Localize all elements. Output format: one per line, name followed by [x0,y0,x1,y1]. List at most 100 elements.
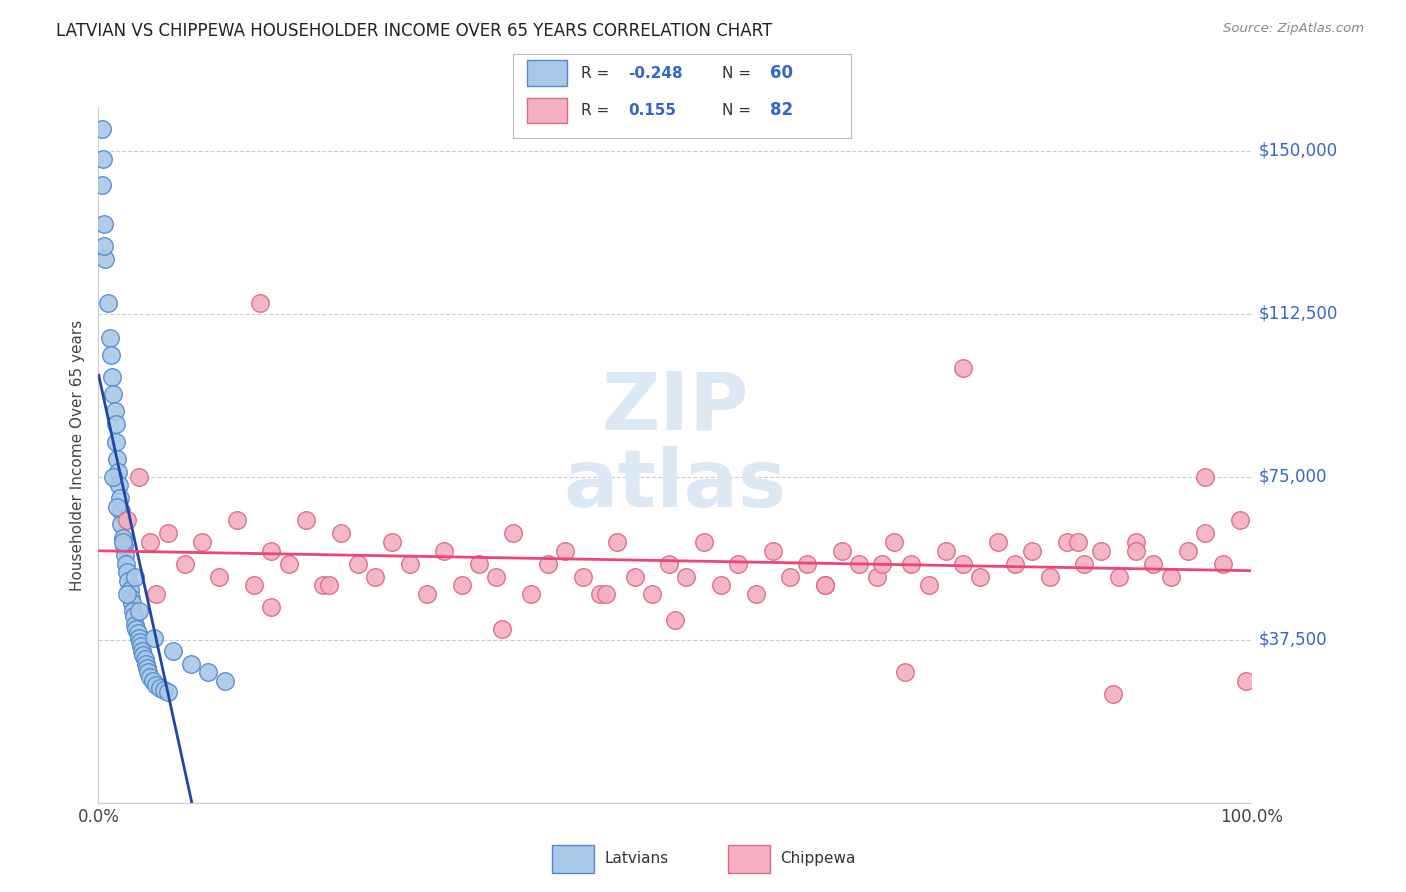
Point [710,578,733,592]
Text: 82: 82 [769,102,793,120]
Point [675,570,697,584]
Point [104,417,127,432]
Point [900,557,922,571]
Point [191,535,214,549]
Point [468,557,491,571]
Point [814,578,837,592]
FancyBboxPatch shape [728,845,770,872]
Point [1194,526,1216,541]
Point [641,587,664,601]
Text: 60: 60 [769,64,793,82]
Point [520,587,543,601]
Point [762,543,785,558]
Point [197,665,219,680]
Text: Latvians: Latvians [605,851,669,866]
Point [125,622,148,636]
Point [894,665,917,680]
Point [100,348,122,362]
Point [124,570,146,584]
Point [606,535,628,549]
Point [128,631,150,645]
Point [90,121,112,136]
Point [935,543,957,558]
Point [779,570,801,584]
Point [136,665,159,680]
Point [122,608,145,623]
Text: $150,000: $150,000 [1258,142,1337,160]
Point [127,626,149,640]
Point [329,526,352,541]
Point [491,622,513,636]
Point [1125,535,1147,549]
Point [727,557,749,571]
Point [115,557,138,571]
Point [1125,543,1147,558]
Point [589,587,612,601]
Point [104,434,127,449]
Text: N =: N = [723,65,751,80]
Point [1021,543,1043,558]
Point [1194,469,1216,483]
Point [346,557,368,571]
Point [131,643,153,657]
Point [132,648,155,662]
Point [225,513,247,527]
Point [105,500,128,514]
Point [120,591,142,606]
Point [118,582,141,597]
Point [1102,687,1125,701]
Point [117,513,139,527]
Point [153,682,176,697]
Point [571,570,593,584]
Point [135,661,157,675]
Text: $37,500: $37,500 [1258,631,1327,648]
Point [156,685,179,699]
Point [94,252,117,267]
Point [162,643,184,657]
Text: atlas: atlas [564,446,786,524]
Point [318,578,340,592]
Point [103,387,125,401]
Text: 0.155: 0.155 [628,103,676,118]
Point [108,478,131,492]
Point [433,543,456,558]
Point [97,295,120,310]
Point [1160,570,1182,584]
Point [208,570,231,584]
Point [658,557,681,571]
Point [93,239,115,253]
Point [1234,674,1257,689]
Point [595,587,617,601]
Point [110,517,132,532]
Point [124,617,146,632]
Point [260,600,283,615]
Point [450,578,472,592]
Text: $112,500: $112,500 [1258,304,1337,323]
Point [112,539,135,553]
Point [98,330,121,344]
Point [623,570,645,584]
Point [243,578,266,592]
Point [122,605,145,619]
Point [848,557,870,571]
Point [103,404,125,418]
Point [295,513,318,527]
Point [174,557,197,571]
Point [90,178,112,193]
Point [128,605,150,619]
Point [1067,535,1090,549]
FancyBboxPatch shape [527,97,567,123]
Text: -0.248: -0.248 [628,65,682,80]
Point [249,295,271,310]
Point [145,678,167,692]
Point [693,535,716,549]
Point [145,587,167,601]
Point [796,557,818,571]
Point [554,543,576,558]
Point [814,578,837,592]
Point [103,469,125,483]
Text: R =: R = [581,103,609,118]
Text: R =: R = [581,65,609,80]
Point [969,570,991,584]
Point [139,535,162,549]
